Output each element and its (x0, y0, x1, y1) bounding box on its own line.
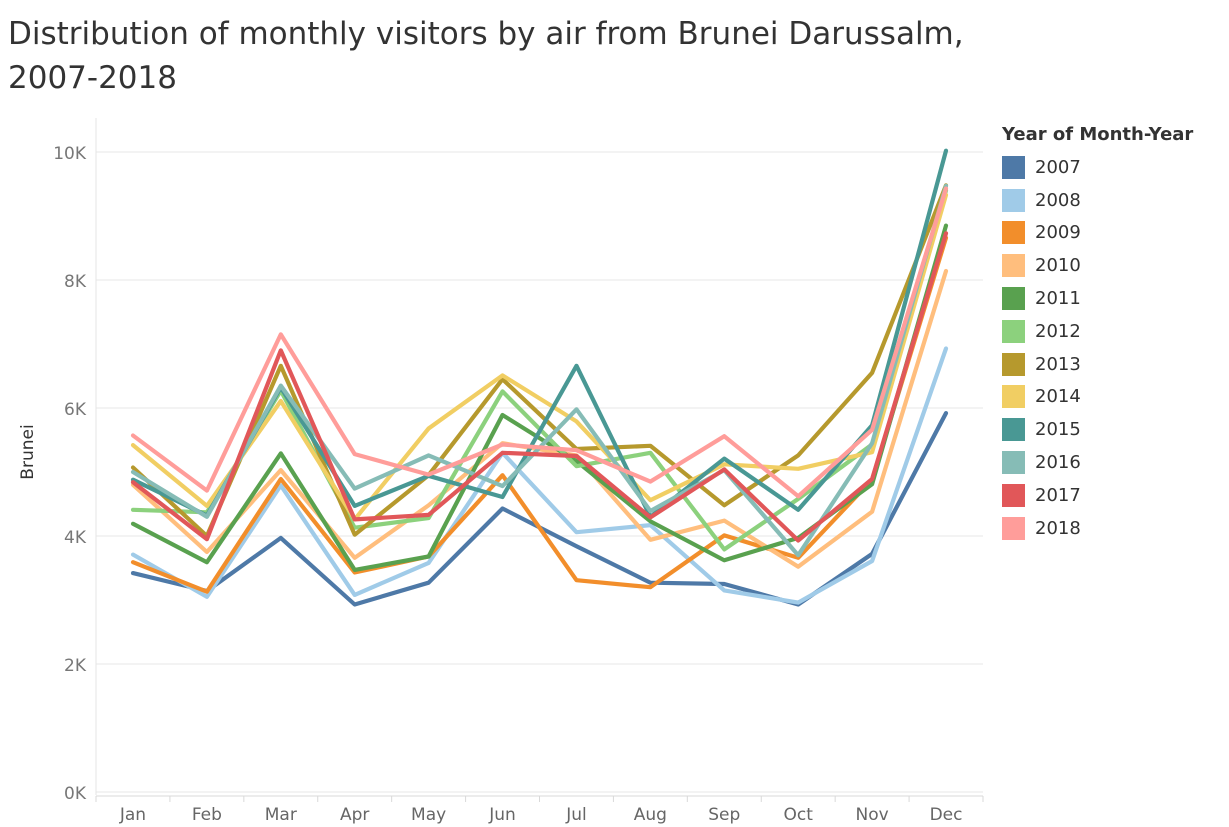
legend: Year of Month-Year 2007 2008 2009 2010 2011 2… (1002, 122, 1222, 545)
x-tick-label: Apr (340, 805, 369, 825)
legend-item-2018[interactable]: 2018 (1002, 512, 1222, 545)
legend-label: 2009 (1035, 222, 1081, 244)
legend-swatch (1002, 516, 1025, 540)
x-tick-label: Mar (265, 805, 297, 825)
legend-swatch (1002, 352, 1025, 376)
legend-item-2008[interactable]: 2008 (1002, 184, 1222, 217)
series-line-2008 (130, 346, 949, 605)
y-tick-label: 8K (64, 272, 87, 292)
legend-item-2011[interactable]: 2011 (1002, 282, 1222, 315)
y-tick-label: 10K (53, 144, 87, 164)
chart-title: Distribution of monthly visitors by air … (8, 12, 1008, 100)
series-lines (130, 148, 949, 607)
series-line-2007 (130, 411, 949, 607)
chart-title-line-1: Distribution of monthly visitors by air … (8, 16, 964, 52)
x-tick-label: Jun (488, 805, 516, 825)
x-tick-label: Jul (565, 805, 587, 825)
legend-swatch (1002, 319, 1025, 343)
series-line-2014 (130, 192, 949, 522)
grid-lines (95, 118, 983, 795)
legend-title: Year of Month-Year (1002, 124, 1194, 145)
legend-swatch (1002, 418, 1025, 442)
legend-item-2017[interactable]: 2017 (1002, 479, 1222, 512)
x-tick-label: Feb (192, 805, 222, 825)
x-axis: Jan Feb Mar Apr May Jun Jul Aug Sep Oct Nov Dec (95, 795, 984, 825)
y-axis-ticks: 0K 2K 4K 6K 8K 10K (53, 144, 87, 804)
legend-label: 2010 (1035, 255, 1081, 277)
legend-items: 2007 2008 2009 2010 2011 2012 2013 2014 2015 2016… (1002, 151, 1222, 545)
legend-item-2014[interactable]: 2014 (1002, 381, 1222, 414)
series-line-2018 (130, 186, 949, 499)
x-tick-label: Oct (784, 805, 814, 825)
legend-label: 2008 (1035, 189, 1081, 211)
legend-swatch (1002, 188, 1025, 212)
legend-label: 2013 (1035, 353, 1081, 375)
legend-item-2016[interactable]: 2016 (1002, 446, 1222, 479)
series-line-2017 (130, 231, 949, 543)
legend-item-2012[interactable]: 2012 (1002, 315, 1222, 348)
y-axis-label: Brunei (18, 424, 38, 479)
legend-item-2015[interactable]: 2015 (1002, 413, 1222, 446)
legend-label: 2014 (1035, 386, 1081, 408)
legend-label: 2012 (1035, 320, 1081, 342)
legend-swatch (1002, 254, 1025, 278)
x-tick-label: Sep (708, 805, 740, 825)
legend-label: 2018 (1035, 517, 1081, 539)
x-tick-label: Jan (119, 805, 146, 825)
legend-label: 2016 (1035, 452, 1081, 474)
legend-swatch (1002, 483, 1025, 507)
series-line-2013 (130, 183, 949, 539)
y-tick-label: 6K (64, 400, 87, 420)
x-tick-label: Aug (634, 805, 667, 825)
y-tick-label: 0K (64, 784, 87, 804)
legend-label: 2015 (1035, 419, 1081, 441)
x-tick-label: Nov (856, 805, 889, 825)
legend-item-2010[interactable]: 2010 (1002, 249, 1222, 282)
x-tick-label: May (411, 805, 446, 825)
legend-item-2007[interactable]: 2007 (1002, 151, 1222, 184)
y-tick-label: 2K (64, 656, 87, 676)
legend-swatch (1002, 287, 1025, 311)
y-tick-label: 4K (64, 528, 87, 548)
legend-swatch (1002, 221, 1025, 245)
legend-swatch (1002, 385, 1025, 409)
legend-swatch (1002, 155, 1025, 179)
legend-swatch (1002, 451, 1025, 475)
legend-item-2013[interactable]: 2013 (1002, 348, 1222, 381)
legend-label: 2007 (1035, 156, 1081, 178)
legend-item-2009[interactable]: 2009 (1002, 217, 1222, 250)
x-tick-label: Dec (930, 805, 963, 825)
legend-label: 2011 (1035, 288, 1081, 310)
series-line-2009 (130, 235, 949, 594)
chart-title-line-2: 2007-2018 (8, 60, 177, 96)
legend-label: 2017 (1035, 484, 1081, 506)
